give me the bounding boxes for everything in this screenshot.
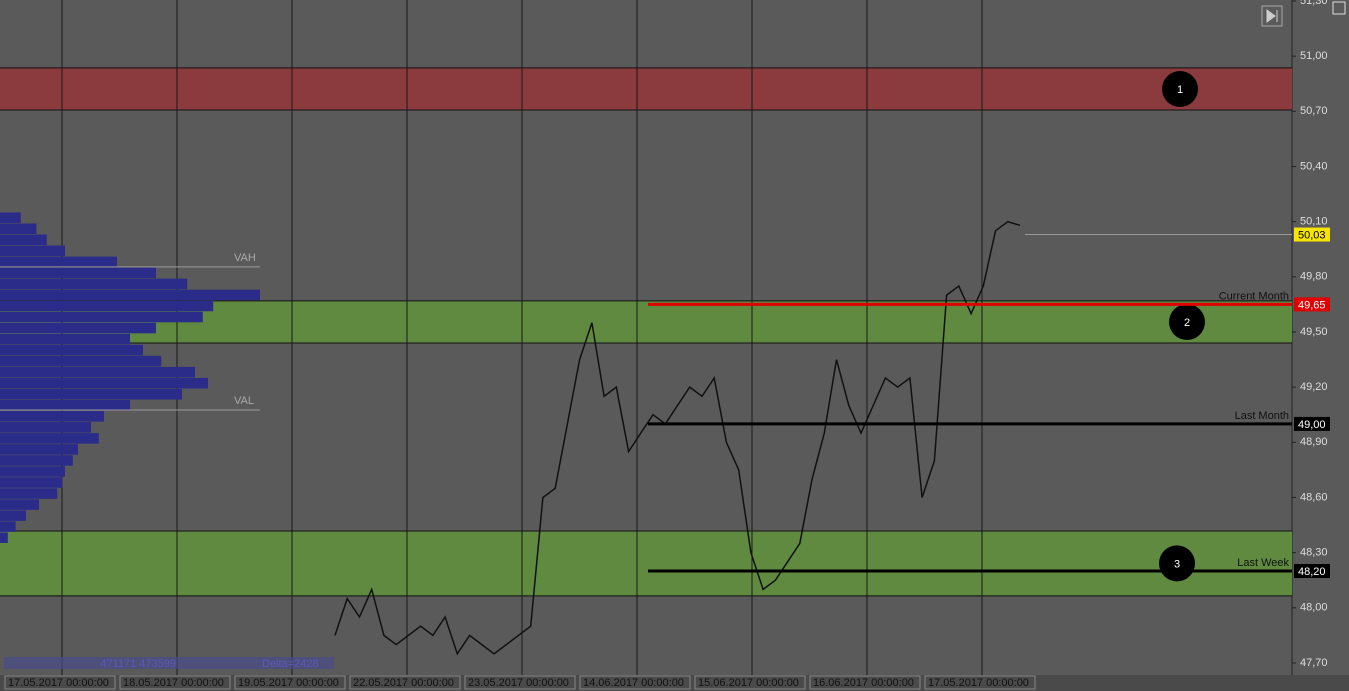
f-button[interactable] — [1332, 1, 1346, 15]
price-tag-label: 50,03 — [1298, 229, 1326, 241]
zone-marker — [1162, 70, 1198, 107]
scroll-end-button[interactable] — [1261, 5, 1283, 27]
profile-bar — [0, 234, 47, 246]
price-tag-label: 48,20 — [1298, 566, 1326, 578]
zone-marker — [1169, 303, 1205, 340]
x-label-box — [234, 675, 346, 690]
zone — [0, 530, 1292, 596]
x-axis-strip — [0, 675, 1349, 691]
x-tick-label: 14.06.2017 00:00:00 — [583, 677, 684, 689]
y-tick-label: 47,70 — [1300, 657, 1328, 669]
profile-bar — [0, 532, 8, 543]
x-label-box — [464, 675, 576, 690]
level-name: Last Month — [1235, 410, 1289, 422]
profile-bar — [0, 388, 182, 400]
x-tick-label: 22.05.2017 00:00:00 — [353, 677, 454, 689]
x-label-box — [579, 675, 691, 690]
profile-bar — [0, 333, 130, 345]
profile-bar — [0, 355, 162, 367]
y-tick-label: 48,60 — [1300, 491, 1328, 503]
x-label-box — [4, 675, 116, 690]
profile-bar — [0, 289, 260, 301]
profile-bar — [0, 212, 21, 223]
value-area-label: VAH — [234, 252, 256, 264]
price-tag-label: 49,65 — [1298, 299, 1326, 311]
profile-bar — [0, 311, 203, 323]
scroll-end-icon — [1266, 9, 1278, 23]
y-tick-label: 50,10 — [1300, 216, 1328, 228]
profile-bar — [0, 366, 195, 378]
profile-bar — [0, 322, 156, 334]
x-label-box — [694, 675, 806, 690]
profile-bar — [0, 521, 16, 532]
profile-bar — [0, 278, 188, 290]
profile-bar — [0, 256, 117, 268]
x-label-box — [809, 675, 921, 690]
profile-bar — [0, 400, 130, 411]
profile-bar — [0, 377, 208, 389]
y-tick-label: 48,00 — [1300, 602, 1328, 614]
x-tick-label: 17.05.2017 00:00:00 — [928, 677, 1029, 689]
profile-bar — [0, 444, 78, 455]
level-name: Current Month — [1219, 290, 1289, 302]
zone — [0, 67, 1292, 111]
profile-bar — [0, 477, 63, 488]
profile-bar — [0, 466, 65, 477]
price-tag — [1294, 297, 1330, 312]
profile-bar — [0, 422, 91, 433]
delta-text: Delta=2428 — [262, 658, 319, 670]
delta-bar — [4, 657, 334, 669]
profile-bar — [0, 411, 104, 422]
y-tick-label: 48,30 — [1300, 547, 1328, 559]
x-tick-label: 23.05.2017 00:00:00 — [468, 677, 569, 689]
profile-bar — [0, 344, 143, 356]
profile-bar — [0, 267, 156, 279]
profile-bar — [0, 455, 73, 466]
x-tick-label: 18.05.2017 00:00:00 — [123, 677, 224, 689]
y-tick-label: 48,90 — [1300, 436, 1328, 448]
y-tick-label: 49,20 — [1300, 381, 1328, 393]
x-label-box — [924, 675, 1036, 690]
price-line — [334, 220, 1021, 656]
x-tick-label: 15.06.2017 00:00:00 — [698, 677, 799, 689]
y-tick-label: 51,00 — [1300, 50, 1328, 62]
y-tick-label: 50,40 — [1300, 160, 1328, 172]
zone-number: 2 — [1184, 317, 1190, 329]
profile-bar — [0, 300, 214, 312]
profile-bar — [0, 223, 37, 235]
y-tick-label: 49,80 — [1300, 271, 1328, 283]
price-tag — [1294, 227, 1330, 242]
zone-number: 3 — [1174, 558, 1180, 570]
x-tick-label: 16.06.2017 00:00:00 — [813, 677, 914, 689]
profile-bar — [0, 510, 26, 521]
price-tag — [1294, 564, 1330, 579]
x-tick-label: 19.05.2017 00:00:00 — [238, 677, 339, 689]
profile-bar — [0, 433, 99, 444]
profile-bar — [0, 488, 58, 499]
y-tick-label: 51,30 — [1300, 0, 1328, 7]
level-name: Last Week — [1237, 557, 1289, 569]
x-label-box — [119, 675, 231, 690]
price-tag — [1294, 416, 1330, 431]
y-tick-label: 49,50 — [1300, 326, 1328, 338]
price-tag-label: 49,00 — [1298, 419, 1326, 431]
zone — [0, 300, 1292, 344]
delta-text: 471171 473599 — [100, 658, 176, 670]
profile-bar — [0, 499, 39, 510]
y-tick-label: 50,70 — [1300, 105, 1328, 117]
x-tick-label: 17.05.2017 00:00:00 — [8, 677, 109, 689]
x-label-box — [349, 675, 461, 690]
zone-number: 1 — [1177, 84, 1183, 96]
value-area-label: VAL — [234, 395, 254, 407]
profile-bar — [0, 245, 65, 257]
